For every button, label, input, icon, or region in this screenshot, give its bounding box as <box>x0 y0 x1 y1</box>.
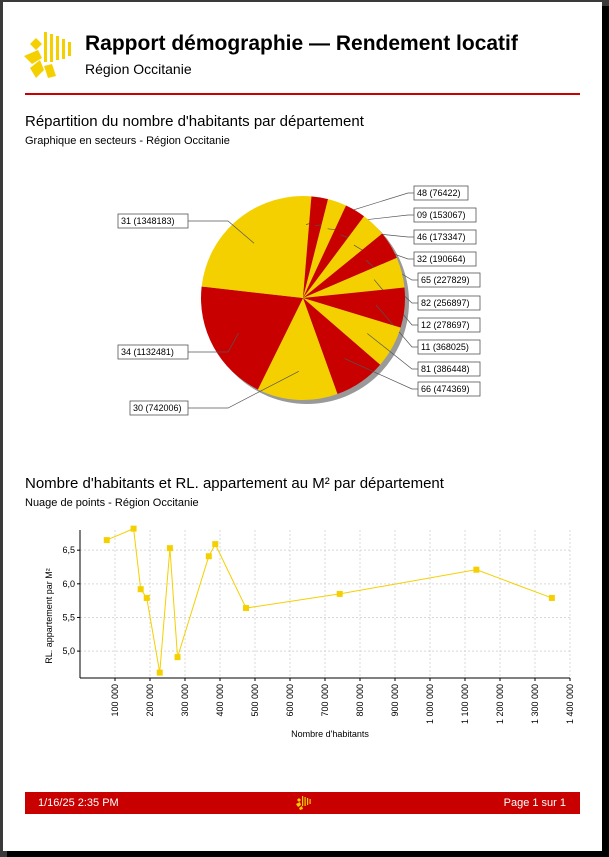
report-page <box>3 2 602 851</box>
x-axis-label: Nombre d'habitants <box>291 729 369 739</box>
footer-date: 1/16/25 2:35 PM <box>38 797 119 809</box>
x-tick-label: 700 000 <box>320 684 330 717</box>
pie-label-box <box>117 213 189 229</box>
report-subtitle: Région Occitanie <box>85 61 192 77</box>
x-tick-label: 500 000 <box>250 684 260 717</box>
pie-label-box <box>129 400 189 416</box>
data-point <box>156 669 163 676</box>
pie-leader-line <box>375 304 418 348</box>
pie-label: 65 (227829) <box>421 275 470 285</box>
footer-page-number: Page 1 sur 1 <box>503 797 566 809</box>
pie-slice <box>303 257 405 298</box>
data-point <box>137 586 144 593</box>
pie-label-box <box>413 207 477 223</box>
pie-label: 32 (190664) <box>417 254 466 264</box>
pie-slice <box>303 196 312 298</box>
pie-label-box <box>117 344 189 360</box>
pie-slice <box>303 199 347 298</box>
pie-chart: 48 (76422) 09 (153067) 46 (173347) 32 (1906… <box>117 185 481 416</box>
pie-slice <box>303 298 381 395</box>
pie-label: 31 (1348183) <box>121 216 175 226</box>
pie-label: 81 (386448) <box>421 364 470 374</box>
pie-label: 48 (76422) <box>417 188 461 198</box>
x-tick-label: 900 000 <box>390 684 400 717</box>
pie-section-subtitle: Graphique en secteurs - Région Occitanie <box>25 135 230 147</box>
pie-slice <box>303 233 397 298</box>
y-tick-label: 5,0 <box>62 646 75 656</box>
occitanie-cross-logo <box>24 32 71 78</box>
page-footer: 1/16/25 2:35 PM Page 1 sur 1 <box>25 792 580 814</box>
pie-slice <box>303 196 329 298</box>
pie-leader-line <box>367 333 418 370</box>
y-axis-label: RL. appartement par M² <box>44 568 54 664</box>
x-tick-label: 1 100 000 <box>460 684 470 724</box>
y-tick-label: 6,0 <box>62 579 75 589</box>
scatter-section-title: Nombre d'habitants et RL. appartement au… <box>25 475 444 492</box>
x-tick-label: 600 000 <box>285 684 295 717</box>
pie-slice <box>257 298 338 400</box>
data-point <box>103 537 110 544</box>
pie-label-box <box>413 251 477 267</box>
x-tick-label: 1 400 000 <box>565 684 575 724</box>
pie-slice <box>303 216 383 298</box>
data-point <box>212 541 219 548</box>
pie-label-box <box>417 361 481 377</box>
report-title: Rapport démographie — Rendement locatif <box>85 32 518 55</box>
x-tick-label: 300 000 <box>180 684 190 717</box>
data-point <box>166 545 173 552</box>
data-point <box>205 553 212 560</box>
pie-slice <box>303 205 365 298</box>
data-point <box>143 594 150 601</box>
x-tick-label: 1 200 000 <box>495 684 505 724</box>
scatter-chart: 5,0 5,5 6,0 6,5 100 000 200 000 300 000 400 000… <box>44 525 575 739</box>
x-tick-label: 800 000 <box>355 684 365 717</box>
pie-section-title: Répartition du nombre d'habitants par dé… <box>25 113 364 130</box>
pie-label: 30 (742006) <box>133 403 182 413</box>
pie-label-box <box>413 229 477 245</box>
pie-slice <box>303 298 401 365</box>
pie-label-box <box>417 339 481 355</box>
pie-label: 12 (278697) <box>421 320 470 330</box>
pie-leader-line <box>188 333 239 353</box>
data-point <box>548 594 555 601</box>
data-point <box>174 654 181 661</box>
pie-label: 66 (474369) <box>421 384 470 394</box>
data-point <box>473 566 480 573</box>
data-point <box>336 590 343 597</box>
x-tick-label: 1 300 000 <box>530 684 540 724</box>
pie-label-box <box>417 272 481 288</box>
page-shadow-right <box>602 6 609 857</box>
pie-label: 11 (368025) <box>421 342 469 352</box>
pie-label-box <box>417 381 481 397</box>
pie-slice <box>303 287 405 328</box>
page-shadow-bottom <box>7 851 609 857</box>
y-tick-label: 6,5 <box>62 545 75 555</box>
x-tick-label: 400 000 <box>215 684 225 717</box>
pie-label: 09 (153067) <box>417 210 466 220</box>
pie-label: 34 (1132481) <box>121 347 174 357</box>
data-point <box>243 605 250 612</box>
data-point <box>130 525 137 532</box>
pie-slice <box>201 286 303 390</box>
pie-label: 46 (173347) <box>417 232 466 242</box>
x-tick-label: 1 000 000 <box>425 684 435 724</box>
x-tick-label: 200 000 <box>145 684 155 717</box>
header-divider <box>25 93 580 95</box>
pie-slice <box>201 196 303 298</box>
x-tick-label: 100 000 <box>110 684 120 717</box>
pie-leader-line <box>188 371 299 409</box>
pie-label-box <box>417 317 481 333</box>
y-tick-label: 5,5 <box>62 612 75 622</box>
scatter-section-subtitle: Nuage de points - Région Occitanie <box>25 497 199 509</box>
footer-logo-icon <box>296 796 311 810</box>
pie-label-box <box>417 295 481 311</box>
pie-leader-line <box>188 220 255 244</box>
pie-label-box <box>413 185 469 201</box>
pie-label: 82 (256897) <box>421 298 470 308</box>
pie-leader-line <box>344 358 418 390</box>
